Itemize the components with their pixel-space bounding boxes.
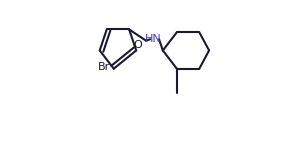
Text: Br: Br [98, 62, 110, 72]
Text: O: O [133, 40, 142, 50]
Text: HN: HN [145, 34, 162, 44]
